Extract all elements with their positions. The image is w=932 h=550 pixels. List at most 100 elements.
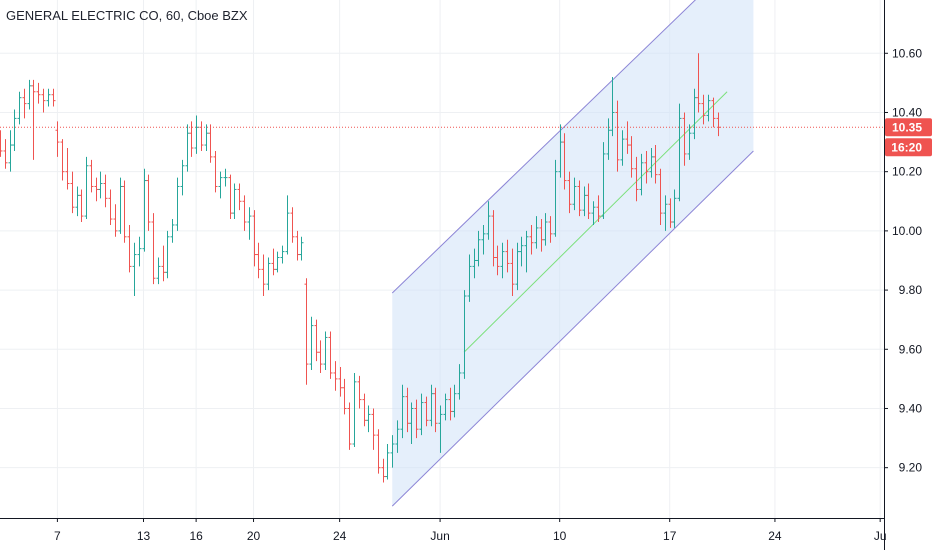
channel-mid-line[interactable] [463, 91, 728, 353]
ohlc-bar [711, 97, 716, 128]
ohlc-bar [591, 201, 596, 225]
channel-lower-line[interactable] [391, 150, 754, 507]
ohlc-bar [132, 242, 137, 296]
ohlc-bar [567, 171, 572, 214]
parallel-channel[interactable] [391, 0, 754, 507]
ohlc-bar [175, 177, 180, 231]
ohlc-bar [41, 88, 46, 113]
ohlc-bar [625, 121, 630, 154]
ohlc-bar [491, 210, 496, 267]
ohlc-bar [165, 230, 170, 279]
ohlc-bar [371, 408, 376, 450]
ohlc-bar [658, 168, 663, 225]
ohlc-bar [366, 405, 371, 433]
ohlc-bar [649, 148, 654, 178]
ohlc-bar [55, 121, 60, 157]
y-tick-label: 9.80 [899, 283, 923, 297]
ohlc-bar [548, 216, 553, 243]
ohlc-bar [271, 248, 276, 276]
y-tick-label: 9.40 [899, 401, 923, 415]
ohlc-bar [510, 248, 515, 296]
x-tick-label: Ju [874, 529, 887, 543]
ohlc-bar [213, 150, 218, 193]
x-tick-label: 16 [189, 529, 203, 543]
ohlc-bar [376, 429, 381, 474]
price-badges: 10.35 16:20 [885, 118, 932, 157]
ohlc-bar [79, 189, 84, 222]
ohlc-bar [539, 219, 544, 252]
ohlc-bar [218, 171, 223, 199]
ohlc-bar [629, 136, 634, 178]
ohlc-bar [17, 91, 22, 125]
ohlc-bar [208, 124, 213, 163]
channel-upper-line[interactable] [391, 0, 753, 294]
last-price-label: 10.35 [892, 120, 922, 134]
ohlc-bar [620, 130, 625, 166]
channel-fill [392, 0, 754, 507]
ohlc-bar [84, 156, 89, 220]
ohlc-bar [180, 159, 185, 196]
ohlc-bar [189, 121, 194, 157]
ohlc-bar [577, 180, 582, 217]
axes [0, 0, 885, 550]
ohlc-bar [677, 103, 682, 202]
ohlc-bar [472, 248, 477, 279]
ohlc-bar [31, 79, 36, 160]
ohlc-bar [309, 316, 314, 370]
ohlc-bar [266, 257, 271, 291]
ohlc-bar [146, 174, 151, 231]
ohlc-bar [524, 230, 529, 273]
y-tick-label: 10.40 [892, 105, 922, 119]
ohlc-bar [151, 213, 156, 285]
y-axis-labels: 9.20 9.40 9.60 9.80 10.00 10.20 10.40 10.60 [884, 46, 923, 475]
ohlc-bar [381, 458, 386, 483]
ohlc-bar [467, 254, 472, 302]
ohlc-bar [65, 148, 70, 190]
ohlc-bar [328, 331, 333, 379]
ohlc-bar [429, 384, 434, 427]
ohlc-bar [170, 219, 175, 243]
ohlc-bar [314, 319, 319, 362]
ohlc-bar [653, 145, 658, 184]
ohlc-bar [596, 195, 601, 222]
ohlc-bar [385, 444, 390, 480]
x-tick-label: 20 [247, 529, 261, 543]
ohlc-bar [610, 76, 615, 137]
y-tick-label: 9.60 [899, 342, 923, 356]
ohlc-bar [692, 88, 697, 140]
ohlc-bar [481, 224, 486, 255]
x-tick-label: 24 [333, 529, 347, 543]
chart-title: GENERAL ELECTRIC CO, 60, Cboe BZX [6, 8, 248, 23]
ohlc-bar [137, 236, 142, 267]
ohlc-bar [333, 361, 338, 391]
ohlc-bar [529, 224, 534, 255]
ohlc-bar [280, 245, 285, 264]
ohlc-bar [242, 195, 247, 231]
ohlc-bar [142, 168, 147, 252]
ohlc-bar [223, 168, 228, 187]
ohlc-bar [476, 230, 481, 267]
ohlc-bar [0, 130, 3, 157]
ohlc-bar [558, 124, 563, 178]
ohlc-bar [414, 399, 419, 439]
ohlc-bar [285, 195, 290, 255]
ohlc-bar [256, 242, 261, 279]
x-tick-label: Jun [430, 529, 449, 543]
ohlc-bar [122, 180, 127, 243]
x-tick-label: 24 [768, 529, 782, 543]
ohlc-bar [8, 130, 13, 172]
ohlc-bar [448, 387, 453, 421]
ohlc-bar [634, 156, 639, 202]
ohlc-bar [572, 177, 577, 211]
x-axis-labels: 7 13 16 20 24 Jun 10 17 24 Ju [54, 518, 887, 543]
ohlc-bar [486, 201, 491, 240]
ohlc-bar [89, 159, 94, 193]
y-tick-label: 10.00 [892, 224, 922, 238]
ohlc-bar [156, 257, 161, 285]
ohlc-bar [60, 139, 65, 181]
ohlc-bar [338, 367, 343, 397]
ohlc-bar [323, 331, 328, 370]
ohlc-bar [22, 88, 27, 119]
ohlc-bar [118, 177, 123, 234]
